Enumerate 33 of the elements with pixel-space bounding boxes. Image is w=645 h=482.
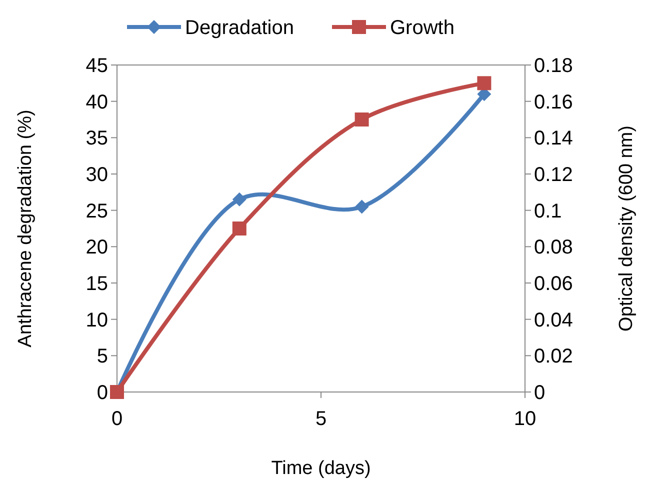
y-tick-label: 20 [86, 236, 108, 259]
point [232, 222, 246, 236]
y2-tick-label: 0.14 [534, 128, 573, 150]
y2-tick-label: 0.12 [534, 164, 573, 186]
y-tick-label: 45 [86, 55, 108, 77]
y-tick-label: 15 [86, 273, 108, 295]
y-tick-label: 25 [86, 200, 108, 222]
y-tick-label: 30 [86, 164, 108, 186]
y-tick-label: 0 [96, 382, 108, 404]
x-tick-label: 5 [315, 408, 327, 430]
x-tick-label: 10 [514, 408, 536, 430]
y2-tick-label: 0 [534, 382, 546, 404]
y2-axis-title: Optical density (600 nm) [616, 126, 637, 332]
point [354, 200, 369, 214]
y-axis-title: Anthracene degradation (%) [15, 110, 36, 348]
x-tick-label: 0 [111, 408, 123, 430]
legend-label: Degradation [185, 17, 294, 39]
y2-tick-label: 0.08 [534, 236, 573, 259]
point [232, 192, 246, 206]
y2-tick-label: 0.06 [534, 273, 573, 295]
y2-tick-label: 0.02 [534, 346, 573, 368]
y2-tick-label: 0.18 [534, 55, 573, 77]
y2-tick-label: 0.16 [534, 91, 573, 114]
point [477, 76, 492, 90]
point [354, 112, 369, 126]
y2-tick-label: 0.1 [534, 200, 562, 222]
x-axis-title: Time (days) [271, 458, 371, 479]
y2-tick-label: 0.04 [534, 309, 573, 332]
y-tick-label: 35 [86, 128, 108, 150]
y-tick-label: 40 [86, 91, 108, 114]
y-tick-label: 10 [86, 309, 108, 332]
legend-label: Growth [390, 17, 454, 39]
y-tick-label: 5 [96, 346, 108, 368]
